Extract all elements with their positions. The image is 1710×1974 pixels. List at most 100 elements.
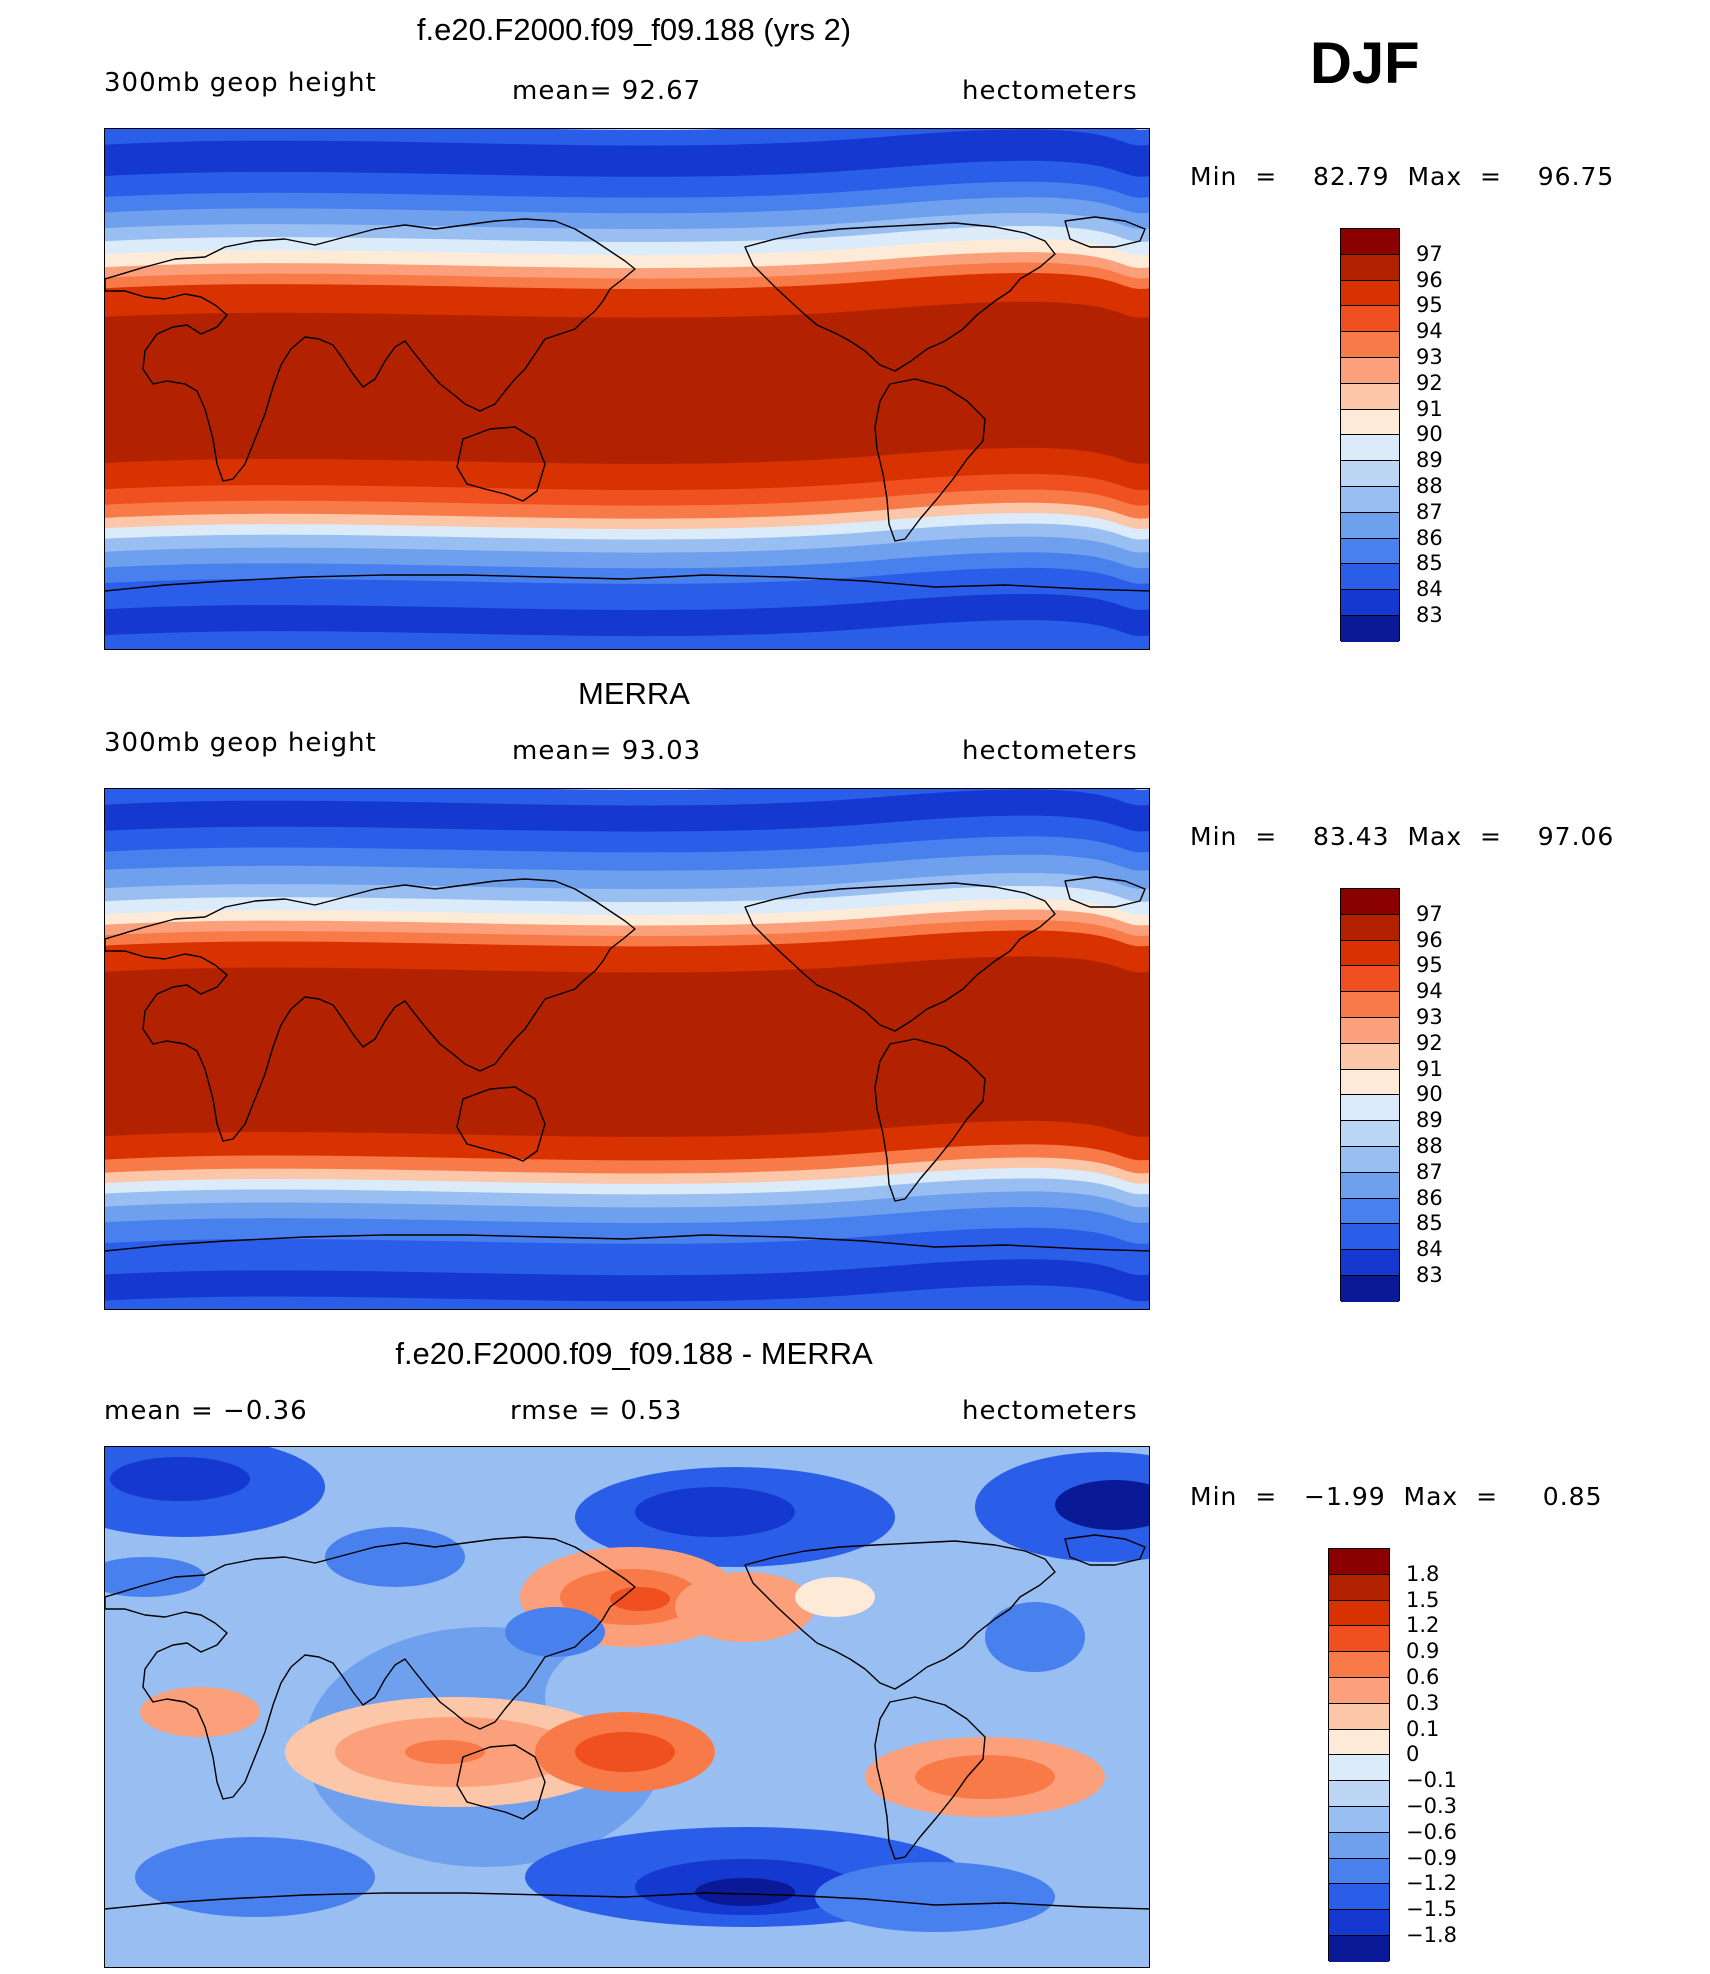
- colorbar-tick-label: 87: [1416, 1159, 1443, 1184]
- colorbar-tick-label: 84: [1416, 1237, 1443, 1262]
- colorbar-swatch: [1341, 1095, 1399, 1122]
- coastlines: [105, 216, 1149, 592]
- colorbar-swatch: [1341, 940, 1399, 967]
- contour-blob: [325, 1527, 465, 1587]
- colorbar-swatch: [1341, 1276, 1399, 1302]
- colorbar-tick-label: 0: [1406, 1742, 1420, 1767]
- contour-blob: [815, 1862, 1055, 1932]
- colorbar-tick-label: 97: [1416, 241, 1443, 266]
- colorbar-swatch: [1341, 461, 1399, 487]
- colorbar-swatch: [1329, 1884, 1389, 1911]
- coastlines: [105, 1534, 1149, 1910]
- panel-2-title: MERRA: [578, 676, 690, 711]
- colorbar-swatch: [1329, 1910, 1389, 1936]
- panel-1-minmax: Min = 82.79 Max = 96.75: [1190, 162, 1615, 191]
- colorbar-tick-label: 94: [1416, 319, 1443, 344]
- contour-band: [105, 789, 1149, 833]
- contour-blob: [795, 1577, 875, 1617]
- colorbar-tick-label: 85: [1416, 1211, 1443, 1236]
- colorbar-swatch: [1341, 306, 1399, 333]
- colorbar-swatch: [1341, 409, 1399, 436]
- contour-blob: [575, 1732, 675, 1772]
- colorbar-swatch: [1341, 564, 1399, 591]
- colorbar-swatch: [1329, 1755, 1389, 1782]
- colorbar-tick-label: −0.1: [1406, 1768, 1457, 1793]
- contour-blob: [1055, 1480, 1149, 1530]
- colorbar-swatch: [1341, 229, 1399, 255]
- colorbar-swatch: [1341, 538, 1399, 565]
- colorbar-tick-label: −0.6: [1406, 1819, 1457, 1844]
- contour-band: [105, 1285, 1149, 1309]
- panel-2-variable-label: 300mb geop height: [104, 728, 377, 758]
- colorbar-tick-label: 88: [1416, 1134, 1443, 1158]
- colorbar-tick-label: 88: [1416, 474, 1443, 498]
- colorbar-swatch: [1341, 332, 1399, 358]
- colorbar-swatch: [1329, 1678, 1389, 1704]
- colorbar-swatch: [1329, 1652, 1389, 1678]
- contour-blob: [110, 1457, 250, 1501]
- contour-blob: [140, 1687, 260, 1737]
- colorbar-tick-label: 90: [1416, 422, 1443, 447]
- coastline: [105, 218, 636, 482]
- contour-blob: [915, 1755, 1055, 1799]
- colorbar-swatch: [1341, 383, 1399, 410]
- colorbar-swatch: [1329, 1936, 1389, 1962]
- colorbar-tick-label: 86: [1416, 525, 1443, 550]
- colorbar-tick-label: 84: [1416, 577, 1443, 602]
- colorbar-swatch: [1341, 1198, 1399, 1225]
- colorbar-swatch: [1329, 1781, 1389, 1807]
- panel-2-map-plot: [105, 789, 1149, 1309]
- colorbar-swatch: [1329, 1703, 1389, 1730]
- contour-blob: [610, 1587, 670, 1611]
- coastline: [456, 1744, 546, 1820]
- colorbar-tick-label: −1.2: [1406, 1871, 1457, 1896]
- colorbar-swatch: [1341, 616, 1399, 642]
- colorbar-tick-label: 86: [1416, 1185, 1443, 1210]
- colorbar-tick-label: 92: [1416, 370, 1443, 395]
- coastline: [105, 1234, 1149, 1252]
- coastline: [874, 1696, 986, 1860]
- colorbar-swatch: [1341, 889, 1399, 915]
- colorbar-tick-label: 94: [1416, 979, 1443, 1004]
- coastline: [744, 1540, 1056, 1690]
- colorbar-swatch: [1341, 512, 1399, 539]
- colorbar-tick-label: 83: [1416, 1263, 1443, 1287]
- contour-band: [105, 273, 1149, 319]
- colorbar-swatch: [1341, 590, 1399, 616]
- panel-2-map: [104, 788, 1150, 1310]
- colorbar-swatch: [1329, 1549, 1389, 1575]
- colorbar-swatch: [1341, 435, 1399, 462]
- colorbar-tick-label: 95: [1416, 953, 1443, 978]
- colorbar-tick-label: −1.5: [1406, 1897, 1457, 1922]
- panel-3-units-label: hectometers: [962, 1396, 1138, 1426]
- panel-3-minmax: Min = −1.99 Max = 0.85: [1190, 1482, 1603, 1511]
- colorbar-box: [1328, 1548, 1390, 1962]
- panel-1-units-label: hectometers: [962, 76, 1138, 106]
- colorbar-tick-label: 89: [1416, 448, 1443, 473]
- colorbar-swatch: [1329, 1600, 1389, 1627]
- panel-3-rmse-label: rmse = 0.53: [510, 1396, 683, 1426]
- contour-band: [105, 956, 1149, 1139]
- colorbar-tick-label: 0.9: [1406, 1639, 1440, 1664]
- colorbar-tick-label: 1.2: [1406, 1613, 1440, 1638]
- panel-3-map: [104, 1446, 1150, 1968]
- colorbar-tick-label: 91: [1416, 1056, 1443, 1081]
- colorbar-tick-label: 0.1: [1406, 1716, 1440, 1741]
- colorbar-tick-label: 83: [1416, 603, 1443, 627]
- colorbar-tick-label: −0.9: [1406, 1845, 1457, 1870]
- colorbar-tick-label: 96: [1416, 267, 1443, 292]
- panel-1-map: [104, 128, 1150, 650]
- contour-blob: [135, 1837, 375, 1917]
- colorbar-box: [1340, 228, 1400, 642]
- colorbar-tick-label: 96: [1416, 927, 1443, 952]
- colorbar-swatch: [1341, 1069, 1399, 1096]
- panel-1-variable-label: 300mb geop height: [104, 68, 377, 98]
- contour-blob: [695, 1878, 795, 1906]
- contour-band: [105, 930, 1149, 974]
- season-label: DJF: [1310, 31, 1420, 96]
- coastlines: [105, 876, 1149, 1252]
- colorbar-swatch: [1329, 1729, 1389, 1756]
- colorbar-swatch: [1341, 1121, 1399, 1147]
- panel-2-mean-label: mean= 93.03: [512, 736, 702, 766]
- colorbar-tick-label: 0.3: [1406, 1690, 1440, 1715]
